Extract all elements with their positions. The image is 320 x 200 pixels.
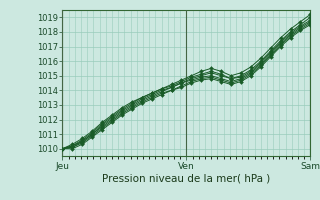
X-axis label: Pression niveau de la mer( hPa ): Pression niveau de la mer( hPa ) [102,173,270,183]
